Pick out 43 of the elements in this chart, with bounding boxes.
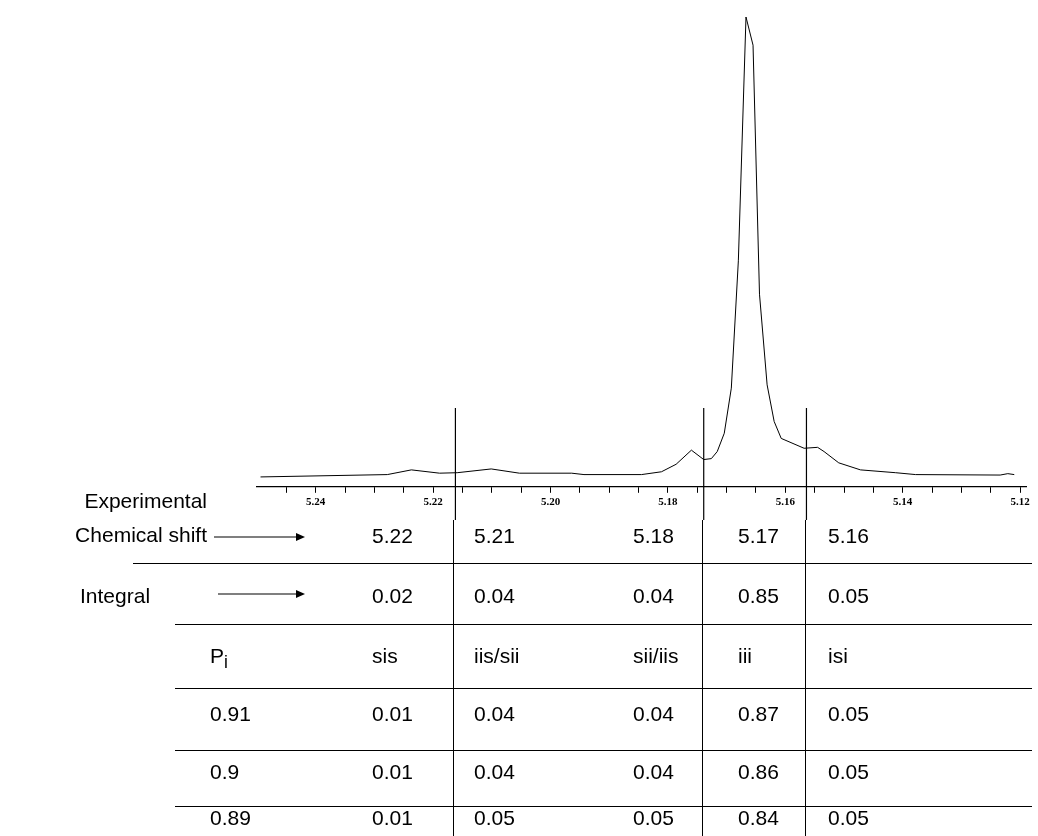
text: iis/sii — [474, 644, 520, 668]
text: 0.9 — [210, 760, 240, 784]
text: 0.05 — [474, 806, 515, 830]
text: iii — [738, 644, 752, 668]
text: 0.01 — [372, 760, 413, 784]
x-tick-label: 5.12 — [1010, 495, 1031, 508]
text: 0.05 — [633, 806, 674, 830]
text: 0.05 — [828, 702, 869, 726]
x-tick-label: 5.22 — [423, 495, 444, 508]
text: Experimental Chemical shift — [74, 488, 207, 548]
text: 0.87 — [738, 702, 779, 726]
text: 0.04 — [633, 702, 674, 726]
text: 5.22 — [372, 524, 413, 548]
text: 0.84 — [738, 806, 779, 830]
text: 0.01 — [372, 806, 413, 830]
text: 5.17 — [738, 524, 779, 548]
text: 0.05 — [828, 806, 869, 830]
text: 0.04 — [633, 584, 674, 608]
text: 0.85 — [738, 584, 779, 608]
text: 0.86 — [738, 760, 779, 784]
text: 0.91 — [210, 702, 251, 726]
text: 5.18 — [633, 524, 674, 548]
x-tick-label: 5.20 — [540, 495, 561, 508]
text: Integral — [80, 584, 151, 608]
text: sis — [372, 644, 398, 668]
text: P$_{i}$ — [210, 644, 228, 674]
text: 5.16 — [828, 524, 869, 548]
text: 0.05 — [828, 760, 869, 784]
text: 0.02 — [372, 584, 413, 608]
x-tick-label: 5.16 — [775, 495, 796, 508]
text: isi — [828, 644, 848, 668]
text: 0.04 — [633, 760, 674, 784]
text: 0.05 — [828, 584, 869, 608]
x-tick-label: 5.18 — [658, 495, 679, 508]
text: 5.21 — [474, 524, 515, 548]
x-tick-label: 5.14 — [893, 495, 913, 508]
text: 0.04 — [474, 584, 515, 608]
text: sii/iis — [633, 644, 679, 668]
text: 0.04 — [474, 760, 515, 784]
text: 0.01 — [372, 702, 413, 726]
x-tick-label: 5.24 — [306, 495, 326, 508]
text: 0.89 — [210, 806, 251, 830]
text: 0.04 — [474, 702, 515, 726]
